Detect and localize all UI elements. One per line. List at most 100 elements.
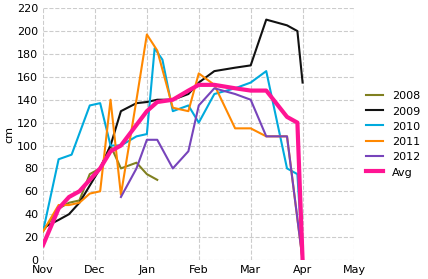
2010 [87,104,92,107]
2010 [108,144,113,147]
2008 [87,172,92,176]
Avg [119,144,124,147]
2010 [119,144,124,147]
2008 [134,161,139,164]
2008 [66,201,71,205]
2009 [170,98,175,101]
2010 [212,92,217,96]
2012 [144,138,149,141]
2012 [186,150,191,153]
Avg [295,121,300,124]
Avg [144,109,149,113]
Avg [87,178,92,182]
Avg [196,83,201,86]
2011 [196,72,201,75]
Avg [108,150,113,153]
2012 [196,104,201,107]
Avg [248,89,253,92]
2009 [77,201,82,205]
2011 [212,83,217,86]
2011 [285,135,290,138]
2010 [144,133,149,136]
2009 [134,102,139,105]
2012 [248,98,253,101]
Avg [170,98,175,101]
2010 [98,102,103,105]
Line: Avg: Avg [43,85,303,260]
Avg [155,100,160,104]
Avg [56,207,61,210]
2008 [108,144,113,147]
2010 [248,81,253,84]
2012 [170,167,175,170]
Line: 2009: 2009 [43,20,303,228]
2009 [66,213,71,216]
2011 [87,192,92,195]
2010 [152,47,157,50]
Avg [77,190,82,193]
2008 [56,207,61,210]
2009 [300,81,305,84]
2012 [300,258,305,262]
2011 [41,230,46,233]
Line: 2010: 2010 [43,48,303,260]
2010 [170,109,175,113]
2009 [248,64,253,67]
2009 [232,66,238,69]
Avg [134,123,139,127]
2009 [108,144,113,147]
2011 [144,33,149,36]
2009 [295,29,300,33]
2012 [155,138,160,141]
2009 [212,69,217,73]
2011 [232,127,238,130]
Avg [285,115,290,119]
2012 [119,195,124,199]
2011 [77,201,82,205]
2011 [98,190,103,193]
Line: 2012: 2012 [121,88,303,260]
2010 [285,167,290,170]
2009 [41,226,46,230]
2011 [134,98,139,101]
2008 [144,172,149,176]
2009 [155,98,160,101]
2012 [134,167,139,170]
Avg [66,195,71,199]
2010 [196,121,201,124]
2009 [196,81,201,84]
Avg [186,89,191,92]
Avg [232,86,238,90]
2011 [300,258,305,262]
2012 [212,86,217,90]
Avg [212,83,217,86]
2010 [134,135,139,138]
2012 [232,92,238,96]
Avg [98,167,103,170]
2009 [186,92,191,96]
2012 [264,135,269,138]
2009 [56,218,61,222]
2011 [248,127,253,130]
2010 [295,172,300,176]
Avg [264,89,269,92]
2008 [41,230,46,233]
2008 [98,167,103,170]
2010 [300,258,305,262]
2010 [186,104,191,107]
Avg [41,243,46,247]
2010 [69,153,74,156]
2009 [264,18,269,21]
2009 [87,184,92,187]
2008 [77,199,82,202]
2012 [285,135,290,138]
2009 [285,24,290,27]
2011 [56,203,61,207]
2009 [144,100,149,104]
2010 [264,69,269,73]
2011 [186,109,191,113]
2010 [41,230,46,233]
2011 [170,106,175,109]
Avg [300,258,305,262]
2011 [108,98,113,101]
